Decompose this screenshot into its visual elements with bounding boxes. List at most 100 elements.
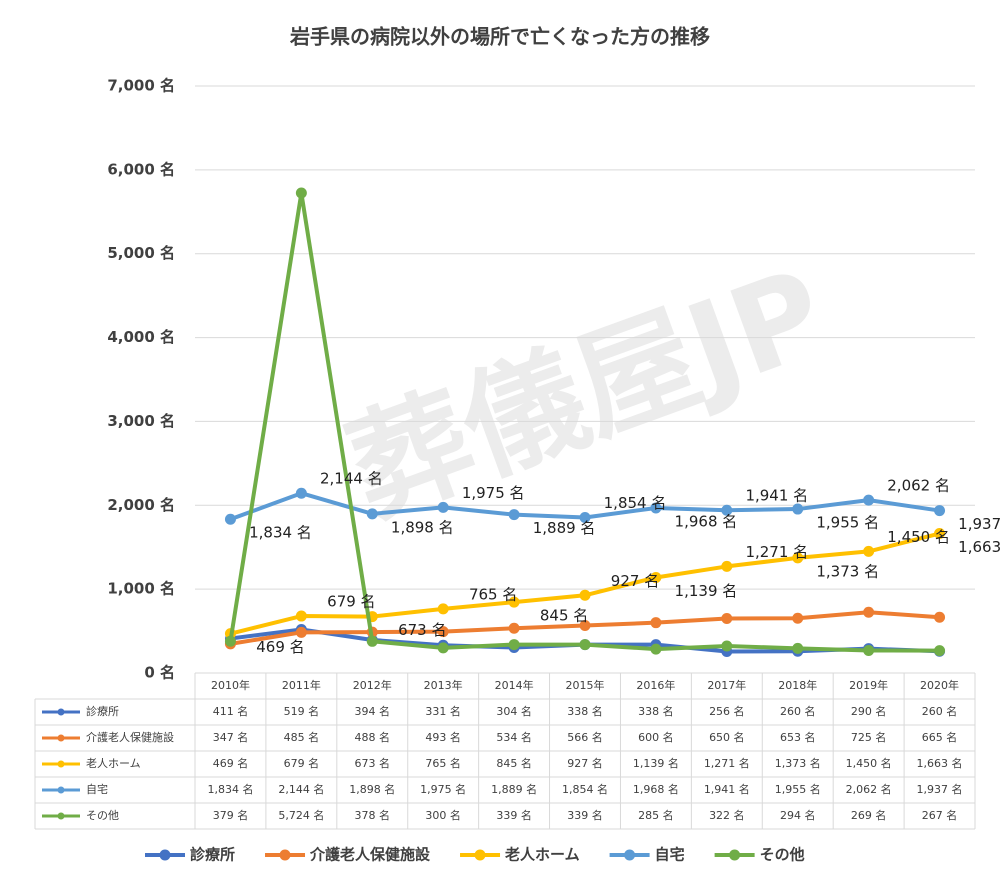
table-row-label: 診療所 [86,704,119,718]
data-point [224,513,236,525]
table-cell: 566 名 [567,730,603,744]
table-header: 2012年 [353,678,392,692]
table-header: 2017年 [707,678,746,692]
data-label: 1,450 名 [887,528,950,546]
table-cell: 1,834 名 [207,782,253,796]
table-cell: 1,937 名 [917,782,963,796]
y-tick-label: 2,000 名 [107,496,175,514]
data-point [295,610,307,622]
data-point [863,606,875,618]
table-cell: 1,898 名 [349,782,395,796]
table-cell: 5,724 名 [278,808,324,822]
table-cell: 294 名 [780,808,816,822]
data-point [295,187,307,199]
data-label: 673 名 [398,621,446,639]
chart-title: 岩手県の病院以外の場所で亡くなった方の推移 [289,25,710,49]
table-cell: 534 名 [496,730,532,744]
data-label: 1,941 名 [745,487,808,505]
legend-label: 介護老人保健施設 [309,846,431,864]
data-label: 1,139 名 [675,582,738,600]
table-cell: 845 名 [496,756,532,770]
data-label: 469 名 [256,638,304,656]
data-label: 1,955 名 [816,514,879,532]
data-label: 2,062 名 [887,477,950,495]
table-cell: 290 名 [851,704,887,718]
legend-key [624,849,636,861]
table-header: 2015年 [566,678,605,692]
data-point [721,640,733,652]
legend-key [57,760,65,768]
table-cell: 1,975 名 [420,782,466,796]
data-point [437,501,449,513]
table-cell: 331 名 [425,704,461,718]
data-point [934,645,946,657]
data-point [579,639,591,651]
table-cell: 1,663 名 [917,756,963,770]
data-point [579,589,591,601]
data-label: 927 名 [611,572,659,590]
data-label: 765 名 [469,585,517,603]
legend-key [57,812,65,820]
table-cell: 1,941 名 [704,782,750,796]
legend-key [57,734,65,742]
table-header: 2014年 [495,678,534,692]
legend-key [474,849,486,861]
legend-label: 診療所 [190,846,235,864]
table-cell: 1,139 名 [633,756,679,770]
table-header: 2016年 [636,678,675,692]
table-cell: 260 名 [922,704,958,718]
table-cell: 300 名 [425,808,461,822]
y-tick-label: 6,000 名 [107,160,175,178]
data-point [721,504,733,516]
table-cell: 927 名 [567,756,603,770]
data-point [721,560,733,572]
table-cell: 1,373 名 [775,756,821,770]
data-point [295,626,307,638]
table-cell: 267 名 [922,808,958,822]
data-label: 1,373 名 [816,562,879,580]
data-point [366,508,378,520]
data-point [792,552,804,564]
data-point [579,620,591,632]
y-tick-label: 1,000 名 [107,580,175,598]
table-header: 2010年 [211,678,250,692]
data-point [650,502,662,514]
legend-label: その他 [760,846,805,864]
data-point [650,643,662,655]
table-cell: 1,854 名 [562,782,608,796]
y-tick-label: 5,000 名 [107,244,175,262]
table-cell: 379 名 [213,808,249,822]
table-row-label: 自宅 [86,782,108,796]
table-cell: 2,062 名 [846,782,892,796]
table-row-label: 介護老人保健施設 [86,730,174,744]
data-point [863,545,875,557]
y-tick-label: 7,000 名 [107,77,175,95]
data-label: 1,889 名 [533,519,596,537]
data-label: 1,834 名 [249,524,312,542]
table-cell: 338 名 [638,704,674,718]
table-cell: 653 名 [780,730,816,744]
table-cell: 269 名 [851,808,887,822]
data-point [792,642,804,654]
table-cell: 304 名 [496,704,532,718]
table-row-label: 老人ホーム [86,757,141,770]
table-cell: 765 名 [425,756,461,770]
legend-key [729,849,741,861]
data-point [437,626,449,638]
data-label: 1,663 名 [958,538,1000,556]
table-cell: 519 名 [284,704,320,718]
data-point [721,612,733,624]
table-cell: 1,271 名 [704,756,750,770]
table-cell: 339 名 [496,808,532,822]
legend-label: 老人ホーム [504,846,580,864]
table-cell: 469 名 [213,756,249,770]
data-label: 1,854 名 [604,494,667,512]
table-cell: 2,144 名 [278,782,324,796]
y-tick-label: 0 名 [144,664,175,682]
table-cell: 347 名 [213,730,249,744]
table-header: 2011年 [282,678,321,692]
table-cell: 600 名 [638,730,674,744]
table-cell: 322 名 [709,808,745,822]
data-label: 1,937 名 [958,515,1000,533]
data-point [650,617,662,629]
